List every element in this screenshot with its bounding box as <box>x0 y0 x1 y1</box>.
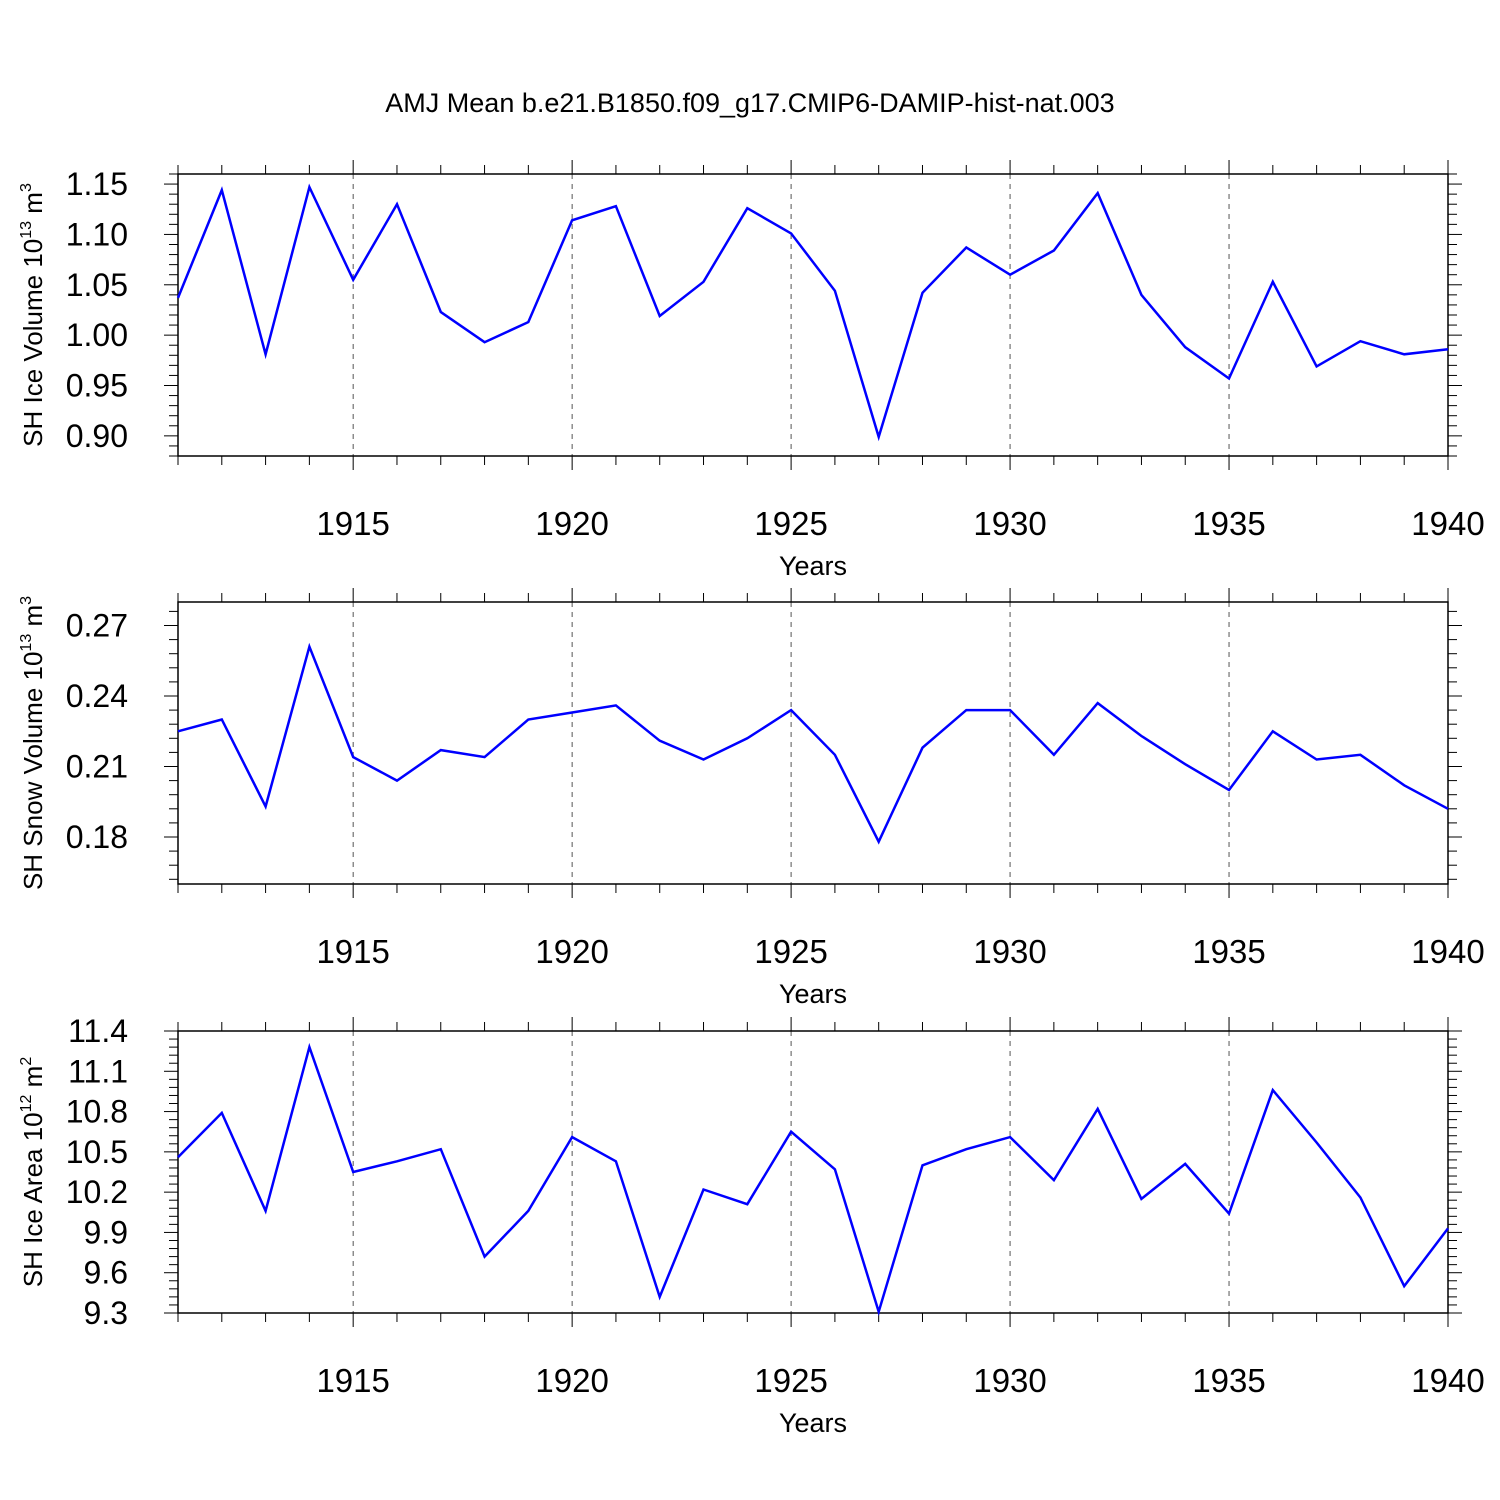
y-tick-label: 1.10 <box>66 216 128 252</box>
y-tick-label: 0.90 <box>66 418 128 454</box>
y-tick-label: 11.4 <box>68 1013 128 1049</box>
x-tick-label: 1935 <box>1192 933 1265 970</box>
y-tick-label: 11.1 <box>68 1053 128 1089</box>
y-tick-label: 10.5 <box>66 1134 128 1170</box>
series-line <box>177 642 1449 845</box>
y-tick-label: 0.24 <box>66 678 128 714</box>
y-axis-label: SH Ice Volume 1013 m3 <box>18 183 48 447</box>
x-tick-label: 1925 <box>754 1362 827 1399</box>
y-tick-label: 9.9 <box>84 1214 128 1250</box>
x-tick-label: 1925 <box>754 505 827 542</box>
panel-1: 0.90 0.95 1.00 1.05 1.10 1.15 1915 1920 1925 1930… <box>18 160 1485 581</box>
panel-3: 9.3 9.6 9.9 10.2 10.5 10.8 11.1 11.4 1915 1920 192… <box>18 1013 1485 1438</box>
y-tick-label: 0.95 <box>66 368 128 404</box>
y-tick-label: 0.27 <box>66 608 128 644</box>
x-tick-label: 1920 <box>535 505 608 542</box>
plot-frame <box>177 1030 1449 1314</box>
y-tick-label: 1.00 <box>66 317 128 353</box>
y-tick-label: 10.2 <box>66 1174 128 1210</box>
x-tick-label: 1940 <box>1411 933 1484 970</box>
y-tick-label: 1.05 <box>66 267 128 303</box>
x-tick-label: 1920 <box>535 1362 608 1399</box>
x-tick-label: 1930 <box>973 505 1046 542</box>
series-line <box>177 1042 1449 1317</box>
x-tick-label: 1930 <box>973 933 1046 970</box>
x-tick-label: 1915 <box>316 505 389 542</box>
y-tick-label: 10.8 <box>66 1094 128 1130</box>
series-line <box>176 183 1449 442</box>
panel-2: 0.18 0.21 0.24 0.27 1915 1920 1925 1930 1935 1940… <box>18 588 1485 1009</box>
y-tick-label: 0.18 <box>66 819 128 855</box>
chart-title: AMJ Mean b.e21.B1850.f09_g17.CMIP6-DAMIP… <box>385 88 1114 118</box>
x-tick-label: 1925 <box>754 933 827 970</box>
x-tick-label: 1940 <box>1411 505 1484 542</box>
x-axis-label: Years <box>779 979 847 1009</box>
y-tick-label: 1.15 <box>66 166 128 202</box>
y-tick-label: 9.3 <box>84 1295 128 1331</box>
x-tick-label: 1915 <box>316 1362 389 1399</box>
x-tick-label: 1920 <box>535 933 608 970</box>
x-tick-label: 1930 <box>973 1362 1046 1399</box>
plot-frame <box>177 601 1449 885</box>
x-tick-label: 1940 <box>1411 1362 1484 1399</box>
y-axis-label: SH Ice Area 1012 m2 <box>18 1057 48 1288</box>
x-tick-label: 1915 <box>316 933 389 970</box>
x-axis-label: Years <box>779 1408 847 1438</box>
x-tick-label: 1935 <box>1192 1362 1265 1399</box>
x-tick-label: 1935 <box>1192 505 1265 542</box>
y-tick-label: 9.6 <box>84 1255 128 1291</box>
y-axis-label: SH Snow Volume 1013 m3 <box>18 596 48 890</box>
x-axis-label: Years <box>779 551 847 581</box>
y-tick-label: 0.21 <box>66 749 128 785</box>
